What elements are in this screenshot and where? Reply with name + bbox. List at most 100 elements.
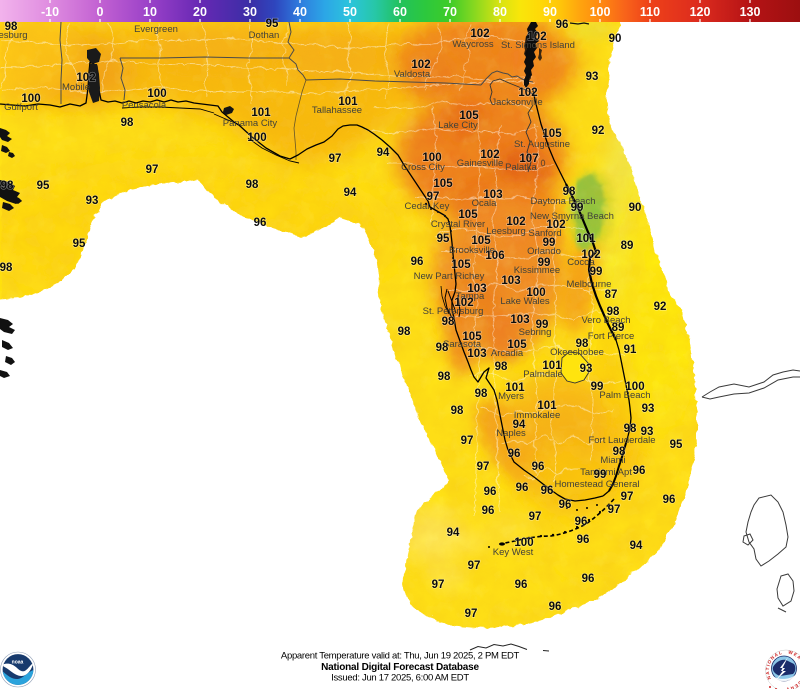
svg-text:89: 89 — [621, 240, 634, 252]
svg-text:100: 100 — [147, 88, 166, 100]
svg-text:98: 98 — [624, 423, 637, 435]
svg-text:101: 101 — [251, 107, 271, 119]
svg-text:97: 97 — [529, 511, 542, 523]
svg-text:Miami: Miami — [600, 455, 625, 466]
svg-text:107: 107 — [519, 153, 538, 165]
svg-text:103: 103 — [483, 189, 502, 201]
svg-text:98: 98 — [613, 446, 626, 458]
svg-text:Melbourne: Melbourne — [567, 279, 612, 290]
svg-text:102: 102 — [506, 216, 525, 228]
svg-text:101: 101 — [542, 360, 562, 372]
svg-text:Fort Pierce: Fort Pierce — [588, 331, 634, 342]
svg-text:110: 110 — [640, 5, 660, 19]
svg-text:101: 101 — [505, 382, 525, 394]
svg-text:105: 105 — [433, 178, 453, 190]
svg-text:St. Augustine: St. Augustine — [514, 139, 570, 150]
svg-text:87: 87 — [605, 289, 618, 301]
svg-text:New Part Richey: New Part Richey — [414, 271, 485, 282]
svg-text:Sarasota: Sarasota — [443, 339, 482, 350]
svg-text:30: 30 — [243, 5, 257, 19]
svg-text:Evergreen: Evergreen — [134, 24, 178, 35]
svg-text:90: 90 — [543, 5, 557, 19]
svg-text:50: 50 — [343, 5, 357, 19]
svg-text:96: 96 — [582, 573, 595, 585]
svg-text:Homestead General: Homestead General — [554, 479, 639, 490]
svg-text:96: 96 — [541, 485, 554, 497]
svg-text:98: 98 — [442, 316, 455, 328]
svg-text:96: 96 — [633, 465, 646, 477]
svg-text:96: 96 — [663, 494, 676, 506]
svg-text:95: 95 — [73, 238, 86, 250]
svg-text:Sebring: Sebring — [519, 327, 552, 338]
svg-text:101: 101 — [576, 233, 596, 245]
svg-text:96: 96 — [575, 516, 588, 528]
svg-text:98: 98 — [451, 405, 464, 417]
svg-text:Immokalee: Immokalee — [514, 410, 560, 421]
svg-text:94: 94 — [447, 527, 460, 539]
svg-text:99: 99 — [543, 237, 556, 249]
svg-text:90: 90 — [609, 33, 622, 45]
svg-text:96: 96 — [532, 461, 545, 473]
svg-text:80: 80 — [493, 5, 507, 19]
svg-text:Palm Beach: Palm Beach — [599, 390, 650, 401]
svg-text:100: 100 — [625, 381, 644, 393]
svg-text:98: 98 — [563, 186, 576, 198]
svg-text:105: 105 — [451, 259, 471, 271]
svg-text:92: 92 — [592, 125, 605, 137]
svg-text:96: 96 — [556, 19, 569, 31]
svg-text:94: 94 — [344, 187, 357, 199]
svg-text:99: 99 — [536, 319, 549, 331]
svg-text:101: 101 — [537, 400, 557, 412]
svg-text:93: 93 — [86, 195, 99, 207]
svg-text:98: 98 — [438, 371, 451, 383]
svg-text:96: 96 — [411, 256, 424, 268]
svg-text:97: 97 — [465, 608, 478, 620]
svg-text:95: 95 — [266, 18, 279, 30]
svg-text:10: 10 — [143, 5, 157, 19]
svg-text:98: 98 — [398, 326, 411, 338]
svg-text:102: 102 — [411, 59, 430, 71]
svg-text:105: 105 — [471, 235, 491, 247]
svg-text:Palatka: Palatka — [505, 162, 537, 173]
svg-text:St. Simons Island: St. Simons Island — [501, 40, 575, 51]
svg-text:98: 98 — [1, 180, 14, 192]
svg-text:Apparent Temperature valid at:: Apparent Temperature valid at: Thu, Jun … — [281, 651, 520, 662]
svg-text:90: 90 — [629, 202, 642, 214]
svg-text:98: 98 — [475, 388, 488, 400]
svg-text:95: 95 — [37, 180, 50, 192]
svg-text:98: 98 — [436, 342, 449, 354]
svg-text:Dothan: Dothan — [249, 30, 280, 41]
svg-text:94: 94 — [630, 540, 643, 552]
svg-text:103: 103 — [467, 348, 486, 360]
svg-text:89: 89 — [612, 322, 625, 334]
svg-text:99: 99 — [571, 202, 584, 214]
svg-text:St. Petersburg: St. Petersburg — [423, 306, 484, 317]
svg-text:Naples: Naples — [496, 428, 526, 439]
svg-text:97: 97 — [621, 491, 634, 503]
svg-text:99: 99 — [538, 257, 551, 269]
svg-text:105: 105 — [507, 339, 527, 351]
svg-text:102: 102 — [454, 297, 473, 309]
svg-text:Leesburg: Leesburg — [486, 226, 526, 237]
svg-text:Valdosta: Valdosta — [394, 69, 431, 80]
svg-text:103: 103 — [467, 283, 486, 295]
svg-text:99: 99 — [590, 266, 603, 278]
svg-text:96: 96 — [482, 505, 495, 517]
svg-text:100: 100 — [247, 132, 266, 144]
svg-text:Myers: Myers — [498, 391, 524, 402]
svg-text:Jacksonville: Jacksonville — [491, 97, 542, 108]
svg-text:101: 101 — [338, 96, 358, 108]
svg-text:97: 97 — [146, 164, 159, 176]
svg-text:97: 97 — [477, 461, 490, 473]
svg-text:97: 97 — [608, 504, 621, 516]
svg-text:130: 130 — [740, 5, 761, 19]
svg-text:97: 97 — [468, 560, 481, 572]
svg-text:New Smyrna Beach: New Smyrna Beach — [530, 211, 614, 222]
svg-text:103: 103 — [501, 275, 520, 287]
svg-text:noaa: noaa — [12, 660, 24, 666]
svg-text:Issued: Jun 17 2025, 6:00 AM E: Issued: Jun 17 2025, 6:00 AM EDT — [331, 673, 469, 684]
svg-text:95: 95 — [437, 233, 450, 245]
svg-text:102: 102 — [546, 219, 565, 231]
svg-text:99: 99 — [594, 469, 607, 481]
svg-text:96: 96 — [515, 579, 528, 591]
